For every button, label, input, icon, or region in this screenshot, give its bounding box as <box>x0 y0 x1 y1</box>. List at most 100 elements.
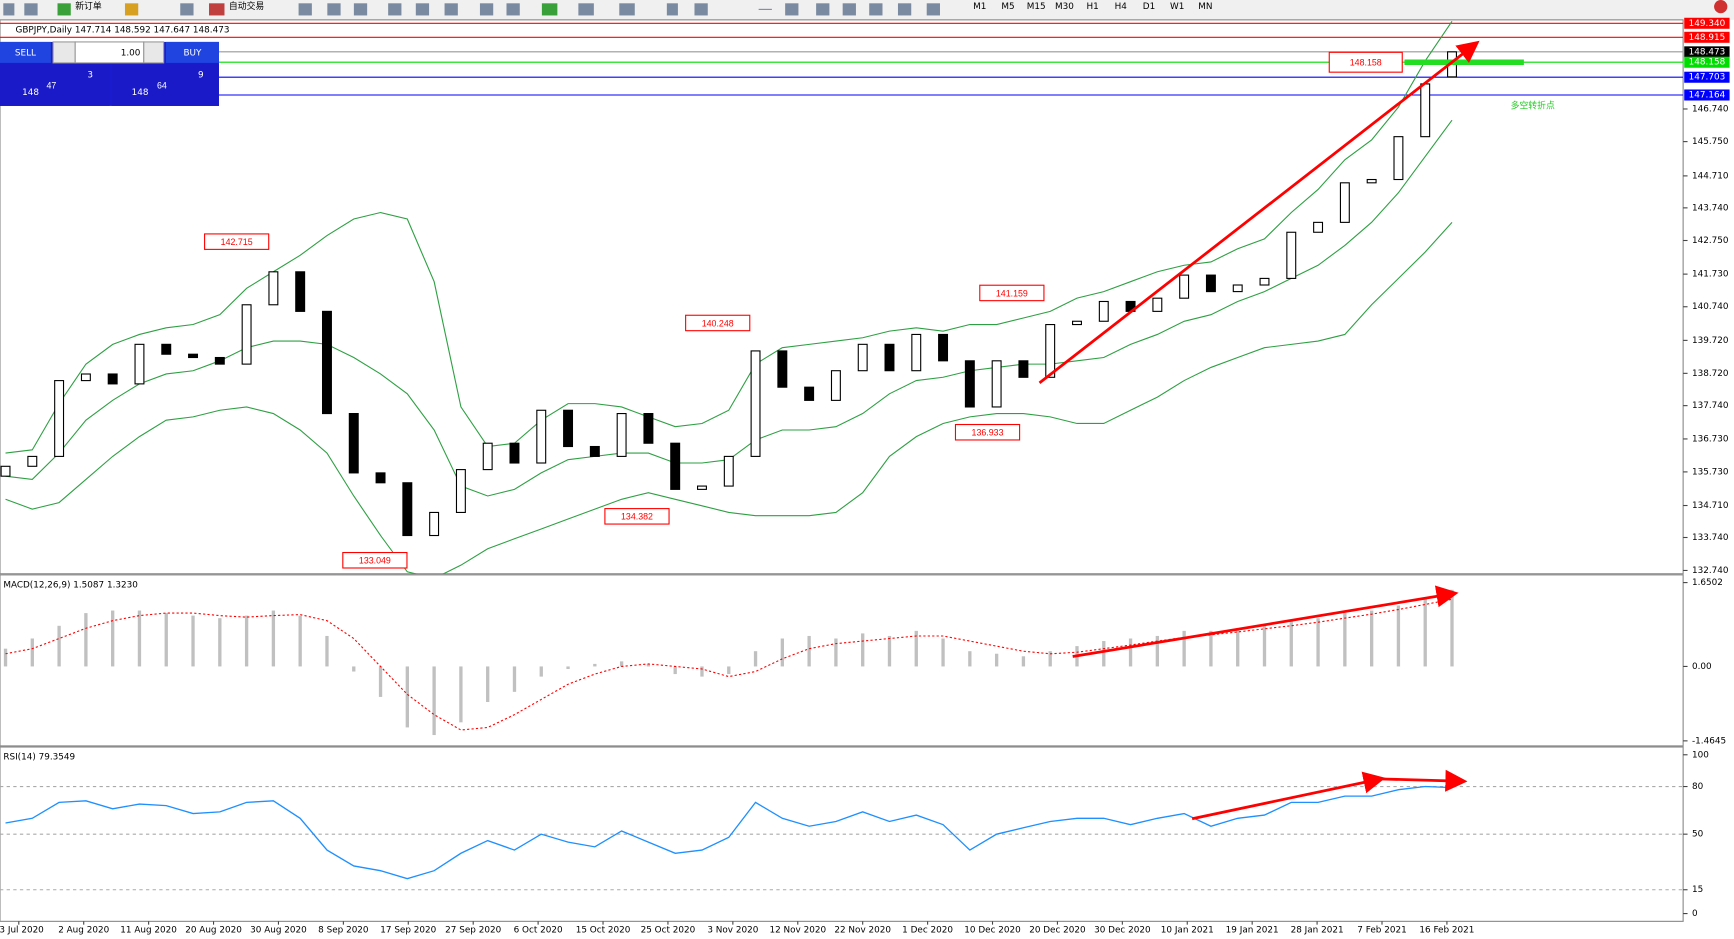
candle-body <box>268 271 279 306</box>
x-tick-label: 11 Aug 2020 <box>120 926 177 936</box>
macd-bar <box>486 666 490 703</box>
macd-bar <box>432 666 436 736</box>
candle-body <box>402 482 413 537</box>
macd-bar <box>539 666 543 677</box>
sell-button[interactable] <box>0 41 51 63</box>
candle-body <box>1045 324 1056 378</box>
lot-value[interactable]: 1.00 <box>121 48 141 58</box>
y-tick-label: 100 <box>1692 750 1709 760</box>
timeframe[interactable]: MN <box>1198 2 1212 12</box>
candle-body <box>1018 360 1029 378</box>
candle-body <box>54 380 65 457</box>
macd-bar <box>1209 630 1213 667</box>
candle-body <box>1152 297 1163 312</box>
macd-bar <box>325 635 329 667</box>
auto-trading[interactable]: 自动交易 <box>229 0 264 12</box>
price-tag-label: 148.473 <box>1689 47 1726 57</box>
macd-bar <box>218 618 222 667</box>
candle-body <box>911 333 922 372</box>
price-tag-label: 148.158 <box>1689 58 1726 68</box>
toolbar <box>0 0 1734 20</box>
candle-body <box>536 409 547 464</box>
macd-bar <box>352 666 356 672</box>
candle-body <box>482 442 493 471</box>
price-label-box <box>604 508 670 525</box>
candle-body <box>964 360 975 408</box>
buy-label[interactable]: BUY <box>183 48 202 58</box>
x-tick-label: 30 Aug 2020 <box>250 926 307 936</box>
x-tick-label: 19 Jan 2021 <box>1226 926 1279 936</box>
rsi-title: RSI(14) 79.3549 <box>3 752 75 762</box>
candle-body <box>857 343 868 372</box>
buy-button[interactable] <box>165 41 219 63</box>
y-tick-label: 133.740 <box>1692 533 1729 543</box>
candle-body <box>107 373 118 385</box>
candle-body <box>455 469 466 513</box>
main-pane <box>0 19 1684 575</box>
y-tick-label: 138.720 <box>1692 369 1729 379</box>
timeframe[interactable]: H4 <box>1115 2 1128 12</box>
y-tick-label: 139.720 <box>1692 336 1729 346</box>
candle-body <box>0 465 11 477</box>
y-tick-label: 0.00 <box>1692 662 1712 672</box>
x-tick-label: 10 Dec 2020 <box>964 926 1021 936</box>
macd-bar <box>753 651 758 667</box>
macd-bar <box>593 663 597 667</box>
price-tag-label: 148.915 <box>1689 33 1726 43</box>
candle-body <box>750 350 761 457</box>
macd-bar <box>700 666 704 677</box>
timeframe[interactable]: W1 <box>1170 2 1184 12</box>
x-tick-label: 25 Oct 2020 <box>641 926 696 936</box>
bid-pips: 47 <box>46 80 56 90</box>
macd-bar <box>3 648 8 667</box>
macd-bar <box>914 630 918 667</box>
timeframe[interactable]: M30 <box>1055 2 1074 12</box>
candle-body <box>991 360 1002 408</box>
timeframe[interactable]: M1 <box>973 2 986 12</box>
candle-body <box>1205 274 1216 293</box>
price-tag-label: 147.703 <box>1689 73 1726 83</box>
macd-bar <box>137 610 142 667</box>
timeframe[interactable]: M15 <box>1027 2 1046 12</box>
y-tick-label: 132.740 <box>1692 566 1729 576</box>
macd-bar <box>968 651 972 667</box>
candle-body <box>27 455 38 467</box>
macd-bar <box>941 638 945 667</box>
timeframe[interactable]: M5 <box>1001 2 1014 12</box>
candle-body <box>161 343 172 355</box>
y-tick-label: 15 <box>1692 885 1703 895</box>
macd-bar <box>861 633 865 667</box>
candle-body <box>1098 300 1109 322</box>
macd-bar <box>1423 597 1427 667</box>
y-tick-label: 0 <box>1692 909 1698 919</box>
candle-body <box>134 343 145 385</box>
x-tick-label: 22 Nov 2020 <box>834 926 891 936</box>
ask-box[interactable] <box>111 63 219 106</box>
x-tick-label: 2 Aug 2020 <box>58 926 109 936</box>
candle-body <box>1393 136 1404 181</box>
price-label: 133.049 <box>359 556 391 566</box>
macd-bar <box>512 666 517 692</box>
timeframe[interactable]: H1 <box>1086 2 1098 12</box>
trade-panel <box>0 41 219 106</box>
y-tick-label: 145.750 <box>1692 137 1729 147</box>
x-tick-label: 30 Dec 2020 <box>1094 926 1151 936</box>
macd-bar <box>1155 635 1160 667</box>
bid-box[interactable] <box>0 63 110 106</box>
candle-body <box>1072 320 1082 326</box>
candle-body <box>830 370 841 401</box>
y-tick-label: 144.710 <box>1692 171 1729 181</box>
x-tick-label: 3 Nov 2020 <box>707 926 758 936</box>
price-label-box <box>204 233 270 250</box>
price-tag-label: 147.164 <box>1689 91 1726 101</box>
timeframe[interactable]: D1 <box>1143 2 1155 12</box>
y-tick-label: 143.740 <box>1692 203 1729 213</box>
y-tick-label: 142.750 <box>1692 236 1729 246</box>
candle-body <box>214 356 225 365</box>
y-tick-label: 50 <box>1692 830 1704 840</box>
candle-body <box>589 445 600 457</box>
toolbar-icons <box>3 0 1728 16</box>
new-order[interactable]: 新订单 <box>75 0 102 12</box>
sell-label[interactable]: SELL <box>15 48 36 58</box>
